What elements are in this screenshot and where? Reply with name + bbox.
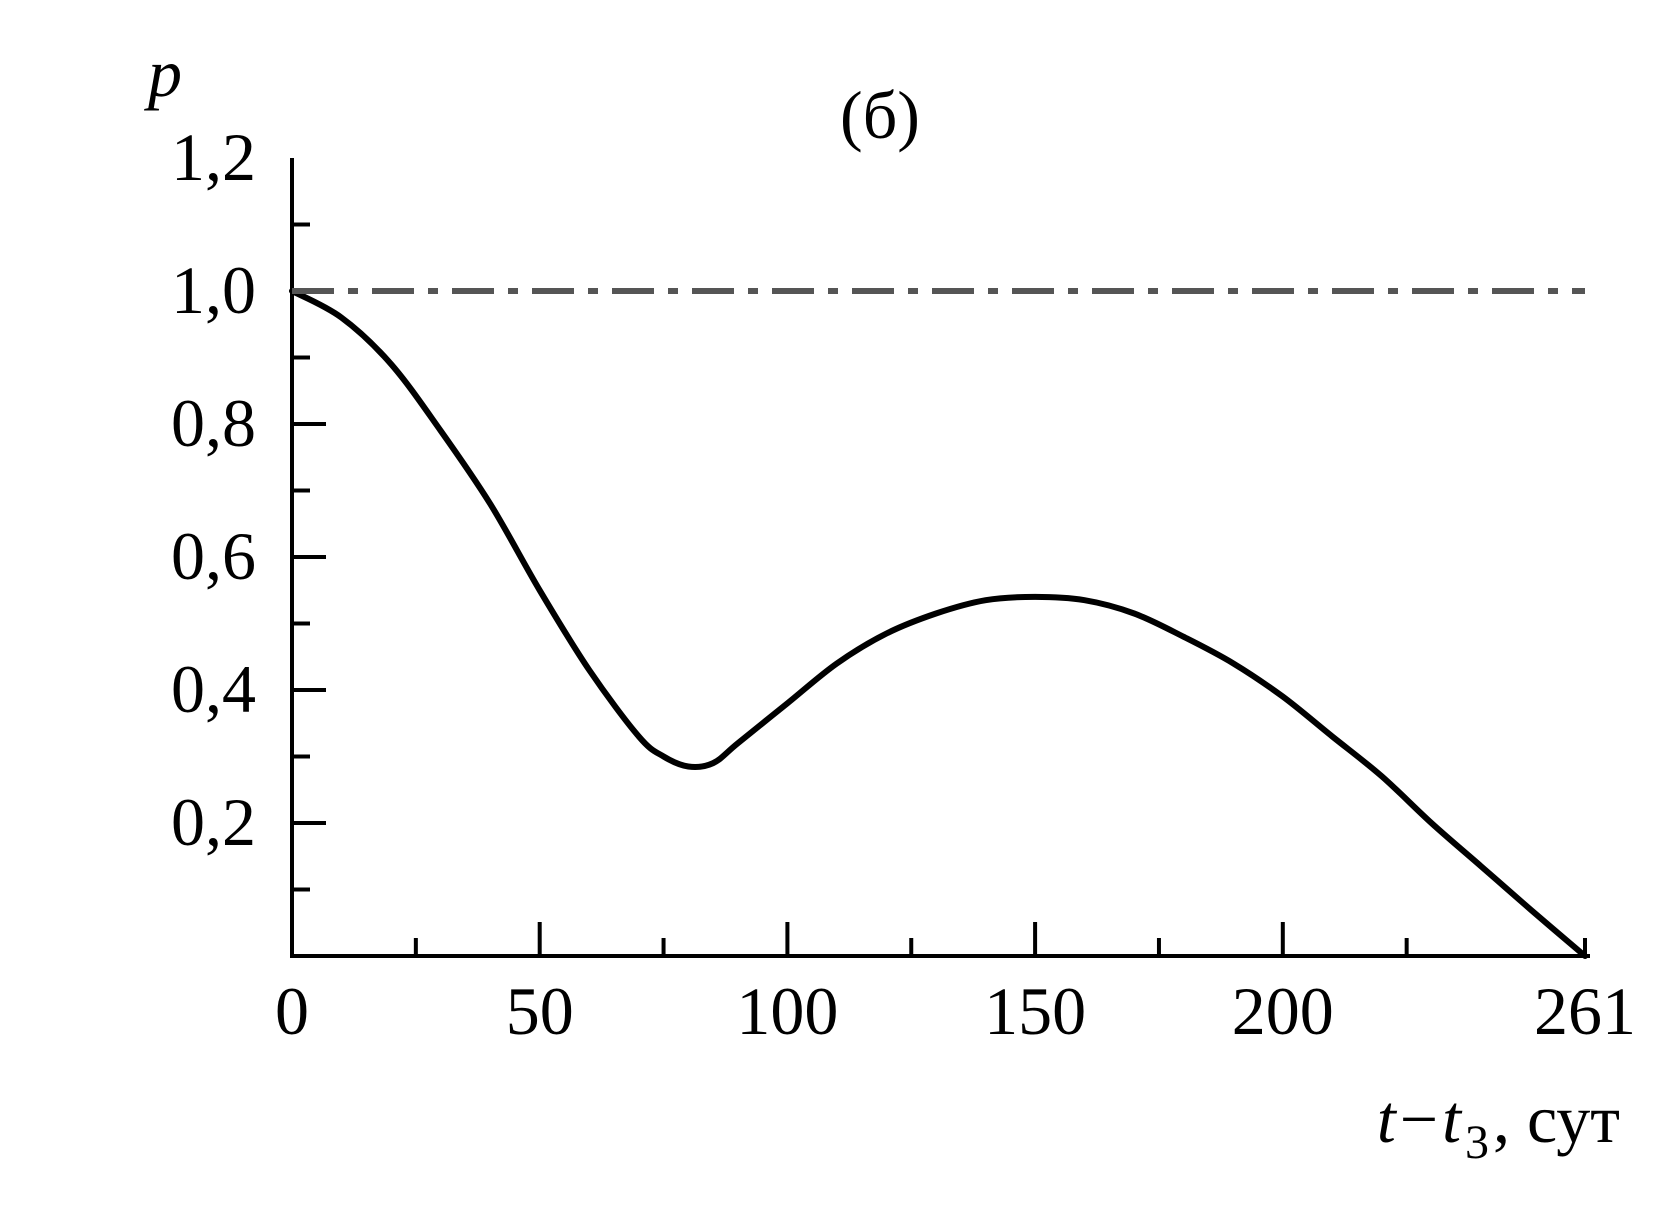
y-tick-label: 0,4 (171, 651, 256, 727)
x-axis-label: t − t 3 , сут (1377, 1081, 1620, 1169)
x-axis-label-var2: t (1442, 1081, 1463, 1157)
x-tick-label: 200 (1232, 973, 1334, 1049)
series-curve (289, 288, 1588, 959)
x-axis-label-unit: , сут (1493, 1081, 1620, 1157)
x-axis-label-minus: − (1400, 1081, 1438, 1157)
x-axis-label-subscript: 3 (1465, 1116, 1489, 1169)
x-tick-label: 150 (984, 973, 1086, 1049)
y-tick-label: 0,2 (171, 784, 256, 860)
y-tick-label: 1,2 (171, 119, 256, 195)
x-axis-label-var: t (1377, 1081, 1398, 1157)
x-tick-label: 261 (1534, 973, 1636, 1049)
y-tick-label: 1,0 (171, 252, 256, 328)
y-tick-label: 0,6 (171, 518, 256, 594)
x-tick-label: 100 (736, 973, 838, 1049)
panel-label: (б) (840, 77, 920, 153)
x-tick-label: 50 (506, 973, 574, 1049)
x-tick-label: 0 (275, 973, 309, 1049)
y-axis-label: p (144, 35, 182, 111)
plot-area: 0,2 0,4 0,6 0,8 1,0 1,2 0 50 100 150 200 261 (171, 119, 1636, 1049)
y-tick-label: 0,8 (171, 385, 256, 461)
